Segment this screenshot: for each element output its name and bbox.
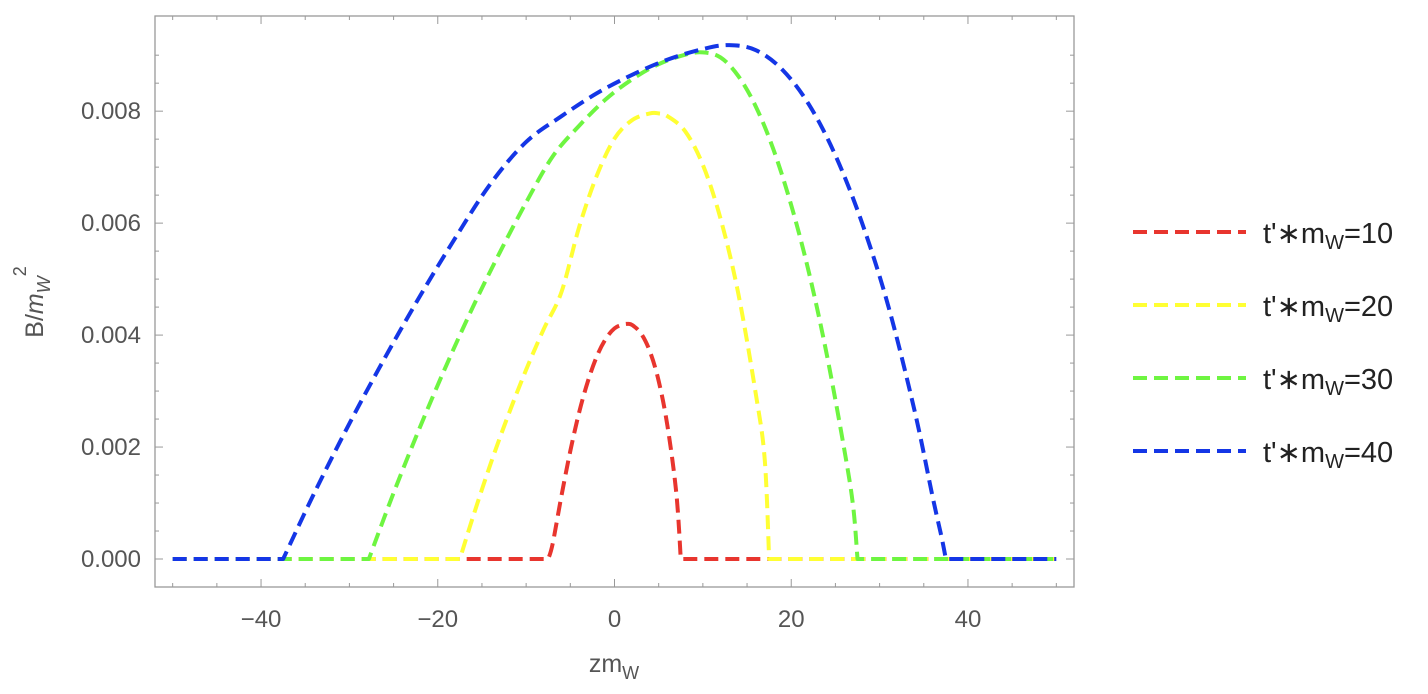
x-axis-title: zmW — [589, 650, 639, 683]
axis-ticks — [155, 16, 1074, 587]
y-tick-label: 0.002 — [81, 434, 141, 461]
series-line-30 — [172, 50, 1057, 562]
series-group — [172, 43, 1057, 562]
x-tick-label: 0 — [608, 606, 621, 633]
legend-label: t'∗mW=40 — [1263, 437, 1393, 473]
x-tick-label: 40 — [955, 606, 982, 633]
legend: t'∗mW=10 t'∗mW=20 t'∗mW=30 t'∗mW=40 — [1133, 218, 1393, 473]
x-tick-label: −40 — [241, 606, 282, 633]
plot-frame — [154, 15, 1075, 588]
y-tick-label: 0.006 — [81, 210, 141, 237]
series-line-10 — [172, 321, 1057, 562]
legend-label: t'∗mW=30 — [1263, 364, 1393, 400]
x-tick-label: 20 — [778, 606, 805, 633]
series-line-40 — [172, 43, 1057, 562]
y-tick-label: 0.008 — [81, 98, 141, 125]
legend-label: t'∗mW=20 — [1263, 291, 1393, 327]
legend-label: t'∗mW=10 — [1263, 218, 1393, 254]
y-tick-label: 0.004 — [81, 322, 141, 349]
x-tick-label: −20 — [417, 606, 458, 633]
series-line-20 — [172, 110, 1057, 562]
y-axis-title: B/mW2 — [10, 266, 54, 337]
y-tick-label: 0.000 — [81, 546, 141, 573]
axis-tick-labels: −40 −20 0 20 40 0.000 0.002 0.004 0.006 0.008 — [81, 98, 981, 633]
